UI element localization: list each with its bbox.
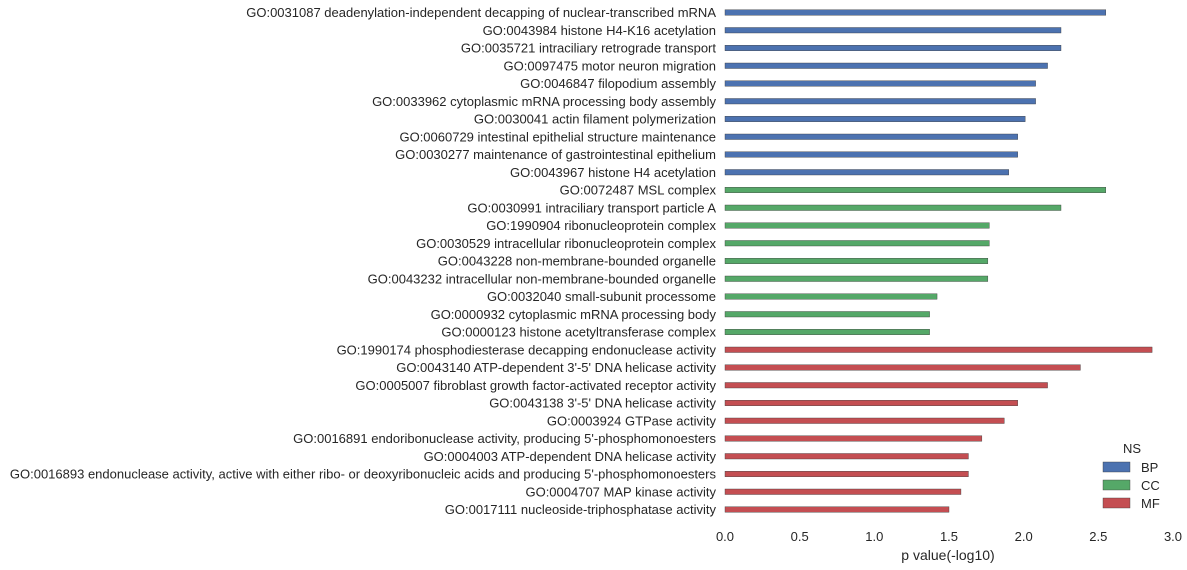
x-axis: 0.0 0.5 1.0 1.5 2.0 2.5 3.0 (716, 529, 1182, 544)
bar-15 (724, 258, 989, 264)
bar-17 (724, 293, 938, 300)
bar-5 (724, 80, 1036, 87)
bar-19 (724, 329, 930, 335)
bar-9 (724, 151, 1018, 158)
category-label-16: GO:0043232 intracellular non-membrane-bo… (368, 271, 716, 286)
bar-1 (724, 9, 1106, 16)
bar-2 (724, 27, 1062, 34)
x-tick-label-5: 2.0 (1015, 529, 1033, 544)
bar-24 (724, 417, 1005, 424)
category-label-5: GO:0046847 filopodium assembly (520, 76, 716, 91)
bar-3 (724, 45, 1062, 51)
category-label-27: GO:0016893 endonuclease activity, active… (10, 467, 717, 482)
x-axis-title: p value(-log10) (901, 547, 994, 563)
category-label-23: GO:0043138 3'-5' DNA helicase activity (489, 396, 716, 411)
bar-22 (724, 382, 1048, 389)
category-labels: GO:0031087 deadenylation-independent dec… (10, 5, 717, 517)
category-label-21: GO:0043140 ATP-dependent 3'-5' DNA helic… (396, 360, 716, 375)
category-label-19: GO:0000123 histone acetyltransferase com… (441, 325, 716, 340)
legend-swatch-bp (1102, 461, 1131, 473)
category-label-28: GO:0004707 MAP kinase activity (525, 484, 716, 499)
bar-21 (724, 364, 1081, 371)
bar-7 (724, 116, 1026, 122)
category-label-10: GO:0043967 histone H4 acetylation (510, 165, 716, 180)
category-label-7: GO:0030041 actin filament polymerization (474, 112, 716, 127)
category-label-26: GO:0004003 ATP-dependent DNA helicase ac… (424, 449, 717, 464)
legend-swatch-mf (1102, 497, 1131, 509)
x-tick-label-1: 0.0 (716, 529, 734, 544)
legend: NS BP CC MF (1102, 441, 1160, 511)
x-tick-label-7: 3.0 (1164, 529, 1182, 544)
legend-title: NS (1123, 441, 1141, 456)
category-label-18: GO:0000932 cytoplasmic mRNA processing b… (431, 307, 717, 322)
category-label-2: GO:0043984 histone H4-K16 acetylation (483, 23, 716, 38)
category-label-13: GO:1990904 ribonucleoprotein complex (486, 218, 716, 233)
bar-4 (724, 62, 1048, 69)
bar-27 (724, 471, 969, 477)
bar-25 (724, 435, 983, 442)
bar-29 (724, 506, 950, 513)
bar-28 (724, 488, 962, 495)
category-label-15: GO:0043228 non-membrane-bounded organell… (438, 254, 716, 269)
bar-6 (724, 98, 1036, 105)
bar-8 (724, 133, 1018, 140)
x-tick-label-3: 1.0 (865, 529, 883, 544)
bar-13 (724, 222, 990, 229)
category-label-11: GO:0072487 MSL complex (560, 183, 717, 198)
category-label-3: GO:0035721 intraciliary retrograde trans… (461, 41, 716, 56)
bar-26 (724, 453, 969, 460)
bar-12 (724, 204, 1062, 211)
category-label-22: GO:0005007 fibroblast growth factor-acti… (355, 378, 716, 393)
category-label-9: GO:0030277 maintenance of gastrointestin… (395, 147, 716, 162)
category-label-17: GO:0032040 small-subunit processome (487, 289, 716, 304)
category-label-1: GO:0031087 deadenylation-independent dec… (246, 5, 716, 20)
category-label-20: GO:1990174 phosphodiesterase decapping e… (337, 342, 717, 357)
category-label-6: GO:0033962 cytoplasmic mRNA processing b… (372, 94, 716, 109)
x-tick-label-6: 2.5 (1089, 529, 1107, 544)
category-label-8: GO:0060729 intestinal epithelial structu… (399, 129, 716, 144)
bar-20 (724, 346, 1153, 353)
legend-label-bp: BP (1141, 460, 1158, 475)
bar-18 (724, 311, 930, 318)
legend-swatch-cc (1102, 479, 1131, 491)
bar-14 (724, 240, 990, 247)
x-tick-label-4: 1.5 (940, 529, 958, 544)
category-label-25: GO:0016891 endoribonuclease activity, pr… (293, 431, 716, 446)
category-label-29: GO:0017111 nucleoside-triphosphatase act… (445, 502, 717, 517)
category-label-14: GO:0030529 intracellular ribonucleoprote… (416, 236, 716, 251)
bar-10 (724, 169, 1009, 176)
bars-layer (724, 9, 1153, 513)
category-label-4: GO:0097475 motor neuron migration (504, 58, 716, 73)
legend-label-mf: MF (1141, 496, 1160, 511)
x-tick-label-2: 0.5 (791, 529, 809, 544)
bar-11 (724, 187, 1106, 193)
bar-16 (724, 275, 989, 282)
legend-label-cc: CC (1141, 478, 1160, 493)
category-label-12: GO:0030991 intraciliary transport partic… (467, 200, 716, 215)
category-label-24: GO:0003924 GTPase activity (547, 413, 717, 428)
bar-23 (724, 400, 1018, 406)
